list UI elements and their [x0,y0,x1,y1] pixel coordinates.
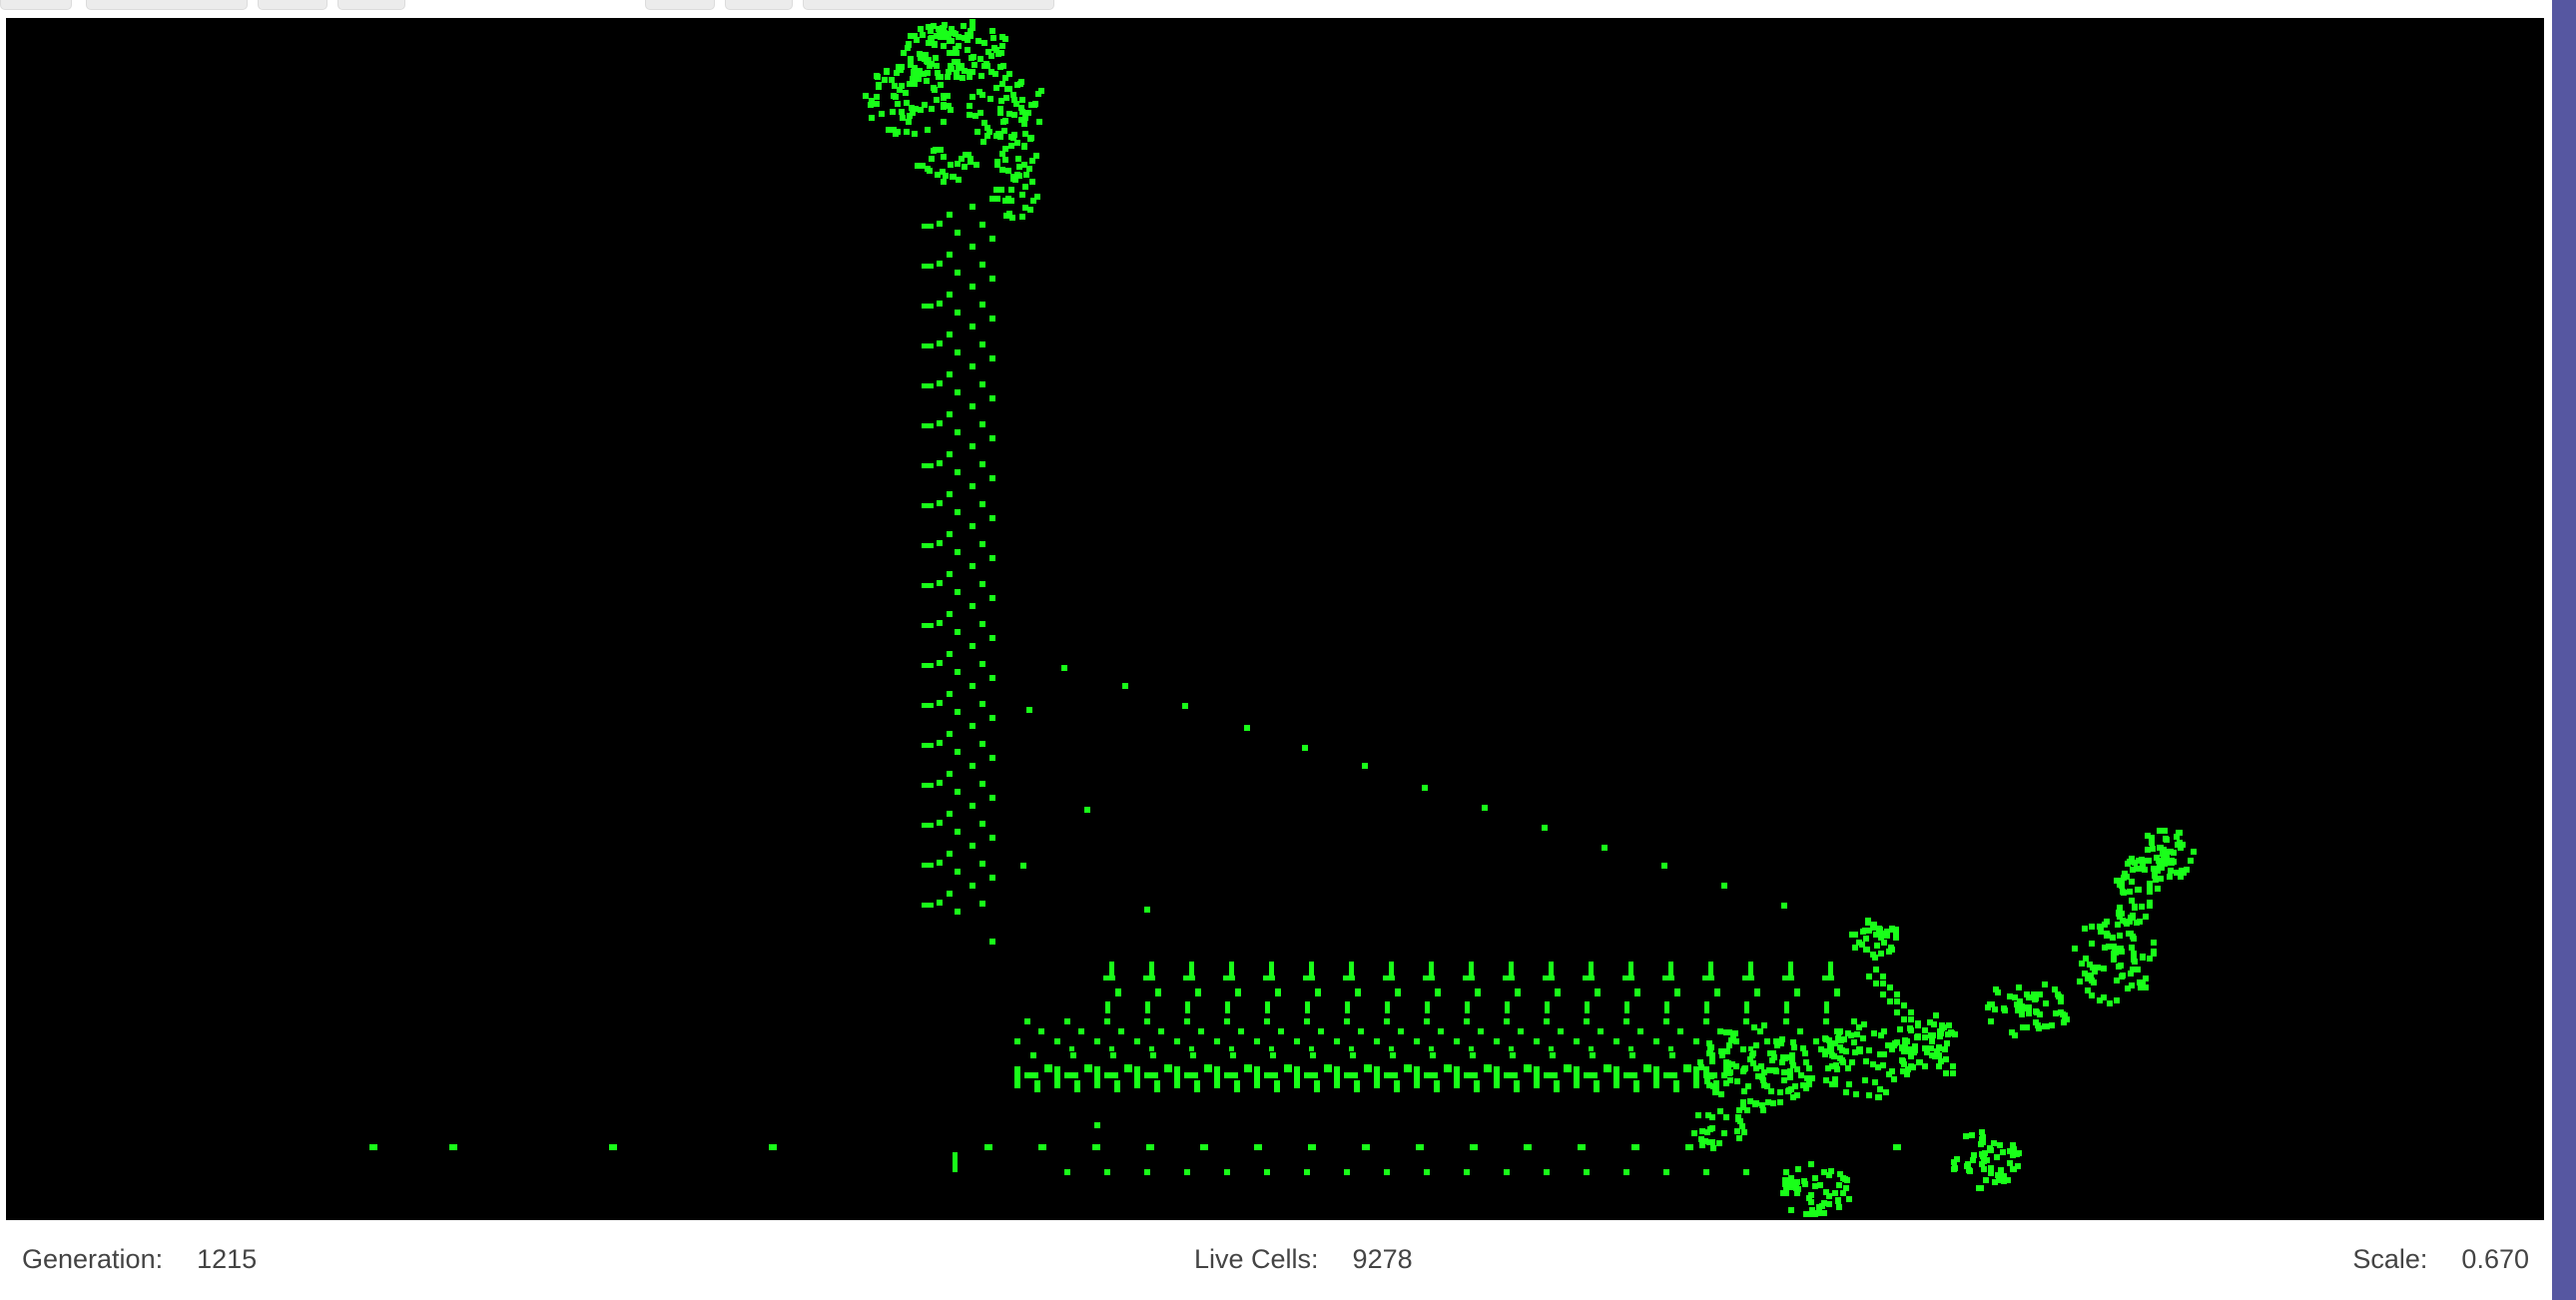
scale-value: 0.670 [2461,1244,2529,1274]
toolbar-button-5[interactable] [645,0,715,10]
generation-value: 1215 [197,1244,258,1274]
toolbar-button-4[interactable] [337,0,405,10]
toolbar-button-1[interactable] [0,0,72,10]
simulation-canvas[interactable] [6,18,2544,1220]
live-cells-value: 9278 [1352,1244,1413,1274]
vertical-scrollbar[interactable] [2546,0,2576,1300]
generation-stat: Generation: 1215 [22,1244,257,1275]
toolbar [0,0,2546,16]
status-bar: Generation: 1215 Live Cells: 9278 Scale: 0.… [0,1220,2546,1300]
generation-label: Generation: [22,1244,164,1274]
toolbar-button-3[interactable] [258,0,327,10]
cell-field [369,19,2197,1217]
live-cells-stat: Live Cells: 9278 [1194,1244,1413,1275]
live-cells-label: Live Cells: [1194,1244,1319,1274]
toolbar-button-2[interactable] [86,0,248,10]
toolbar-button-6[interactable] [725,0,793,10]
toolbar-button-7[interactable] [803,0,1054,10]
scale-stat: Scale: 0.670 [2352,1244,2529,1275]
scale-label: Scale: [2352,1244,2428,1274]
scrollbar-thumb[interactable] [2552,0,2576,1300]
